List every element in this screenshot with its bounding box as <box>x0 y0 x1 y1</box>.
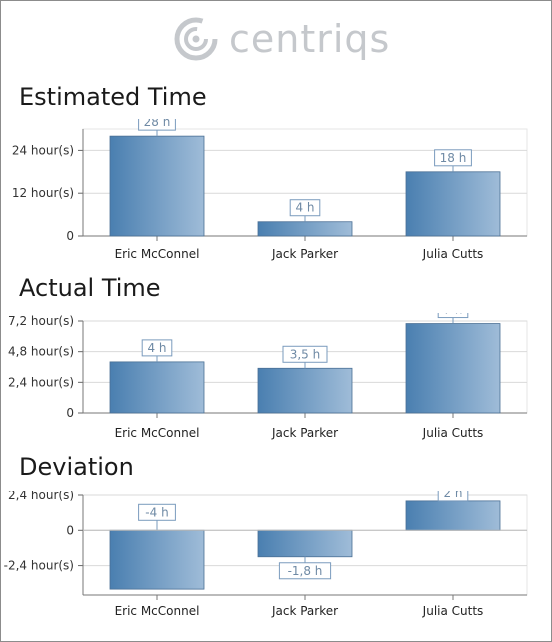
bar-jack-parker <box>257 529 353 558</box>
estimated-time-chart: 0 12 hour(s) 24 hour(s) 28 h Eric McConnel 4 … <box>12 119 528 261</box>
x-tick-label: Jack Parker <box>271 604 338 618</box>
actual-time-chart: 0 2,4 hour(s) 4,8 hour(s) 7,2 hour(s) 4 h Eri… <box>8 313 528 440</box>
y-tick-label: 12 hour(s) <box>12 186 74 200</box>
data-label: 4 h <box>295 201 314 215</box>
data-label: 2 h <box>443 491 462 500</box>
data-label: 4 h <box>147 341 166 355</box>
data-label-box <box>437 313 469 319</box>
y-tick-label: 0 <box>66 523 74 537</box>
bar-jack-parker <box>257 367 353 414</box>
deviation-chart: -2,4 hour(s) 0 2,4 hour(s) -4 h Eric McConne… <box>4 491 528 618</box>
bar-eric-mcconnel <box>109 361 205 414</box>
data-label-box <box>282 345 328 363</box>
x-tick-label: Julia Cutts <box>422 247 484 261</box>
data-label: -1,8 h <box>288 564 323 578</box>
y-tick-label: 0 <box>66 406 74 420</box>
bar-eric-mcconnel <box>109 135 205 237</box>
data-label-box <box>434 149 472 167</box>
bar-jack-parker <box>257 221 353 237</box>
data-label-box <box>289 199 321 217</box>
x-tick-label: Julia Cutts <box>422 604 484 618</box>
chart-title-deviation: Deviation <box>19 453 134 481</box>
x-tick-label: Eric McConnel <box>115 247 200 261</box>
x-tick-label: Eric McConnel <box>115 604 200 618</box>
x-tick-label: Julia Cutts <box>422 426 484 440</box>
y-tick-label: 2,4 hour(s) <box>8 375 74 389</box>
y-tick-label: 24 hour(s) <box>12 143 74 157</box>
logo-text: centriqs <box>229 17 391 61</box>
x-tick-label: Eric McConnel <box>115 426 200 440</box>
x-tick-label: Jack Parker <box>271 426 338 440</box>
bar-julia-cutts <box>405 500 501 531</box>
chart-title-actual: Actual Time <box>19 274 161 302</box>
data-label-box <box>437 491 469 502</box>
data-label-box <box>138 119 176 131</box>
chart-title-estimated: Estimated Time <box>19 83 207 111</box>
y-tick-label: 4,8 hour(s) <box>8 345 74 359</box>
x-tick-label: Jack Parker <box>271 247 338 261</box>
data-label-box <box>141 339 173 357</box>
bar-eric-mcconnel <box>109 529 205 590</box>
data-label: 7 h <box>443 313 462 317</box>
data-label: 18 h <box>440 151 467 165</box>
bar-julia-cutts <box>405 323 501 414</box>
bar-julia-cutts <box>405 171 501 237</box>
y-tick-label: 7,2 hour(s) <box>8 314 74 328</box>
y-tick-label: 0 <box>66 229 74 243</box>
data-label-box <box>278 562 332 580</box>
logo-swirl-icon <box>174 17 218 61</box>
y-tick-label: -2,4 hour(s) <box>4 559 74 573</box>
data-label-box <box>138 503 176 521</box>
y-tick-label: 2,4 hour(s) <box>8 491 74 502</box>
data-label: 28 h <box>144 119 171 129</box>
centriqs-logo: centriqs <box>171 13 391 65</box>
data-label: 3,5 h <box>290 347 321 361</box>
data-label: -4 h <box>145 505 168 519</box>
